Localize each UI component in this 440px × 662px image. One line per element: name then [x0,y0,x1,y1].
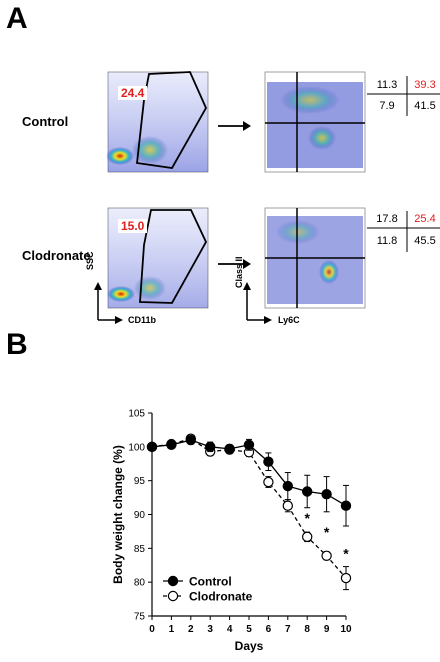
data-point-clodronate [263,476,274,488]
y-tick-label: 95 [134,476,146,487]
x-tick-label: 10 [340,624,352,635]
quadrant-table-clodronate [367,211,440,252]
quadrant-ul-clodronate: 17.8 [376,213,398,225]
x-tick-label: 8 [304,624,310,635]
arrow-clodronate [218,259,251,269]
x-tick-label: 1 [169,624,175,635]
x-tick-label: 9 [324,624,330,635]
data-point-control [185,434,196,446]
legend-marker [167,590,179,602]
y-tick-label: 85 [134,544,146,555]
x-tick-label: 2 [188,624,194,635]
y-axis-title: Body weight change (%) [111,445,125,584]
x-axis-title: Days [235,639,264,653]
x-tick-label: 6 [266,624,272,635]
data-point-control [321,489,332,500]
x-tick-label: 3 [207,624,213,635]
x-tick-label: 4 [227,624,233,635]
x-tick-label: 0 [149,624,155,635]
significance-marker: * [324,524,330,540]
legend-label: Control [189,575,232,589]
quadrant-ll-clodronate: 11.8 [376,235,398,247]
data-point-clodronate [282,500,293,511]
y-tick-label: 100 [128,442,145,453]
y-tick-label: 90 [134,510,146,521]
gate-percent-clodronate: 15.0 [118,219,148,233]
quadrant-lr-control: 41.5 [414,100,436,112]
arrow-control [218,121,251,131]
data-point-clodronate [302,531,313,543]
data-point-control [302,486,313,497]
y-tick-label: 105 [128,409,145,420]
row-label-clodronate: Clodronate [22,248,91,263]
x-tick-label: 7 [285,624,291,635]
quadrant-ll-control: 7.9 [379,100,395,112]
data-point-control [224,443,235,455]
panel-b-letter: B [6,328,28,361]
quadrant-ur-clodronate: 25.4 [414,213,436,225]
data-point-control [204,441,216,453]
axis-label-cd11b: CD11b [128,315,157,325]
data-point-control [263,456,274,467]
legend-marker [167,575,179,587]
scatter-plot-clodronate-ly6c [264,207,366,309]
data-point-control [340,500,352,511]
y-tick-label: 80 [134,578,146,589]
significance-marker: * [304,510,310,526]
gate-polygon-control [136,71,208,169]
significance-marker: * [343,546,349,562]
data-point-control [166,439,177,451]
x-tick-label: 5 [246,624,252,635]
series-line-clodronate [151,438,347,579]
quadrant-lr-clodronate: 45.5 [414,235,436,247]
data-point-clodronate [321,550,332,561]
y-tick-label: 75 [134,612,146,623]
data-point-control [282,480,293,492]
gate-percent-control: 24.4 [118,86,148,100]
axis-arrows-left [94,282,123,324]
legend-label: Clodronate [189,590,253,604]
quadrant-ul-control: 11.3 [376,79,398,91]
axis-arrows-right [243,282,272,324]
panel-a-letter: A [6,2,28,35]
row-label-control: Control [22,114,69,129]
quadrant-ur-control: 39.3 [414,79,436,91]
data-point-clodronate [340,572,352,584]
data-point-control [243,439,255,451]
gate-polygon-clodronate [139,209,208,304]
scatter-plot-control-ly6c [264,71,366,173]
quadrant-table-control [367,76,440,116]
data-point-control [146,441,158,453]
axis-label-ly6c: Ly6C [278,315,300,325]
